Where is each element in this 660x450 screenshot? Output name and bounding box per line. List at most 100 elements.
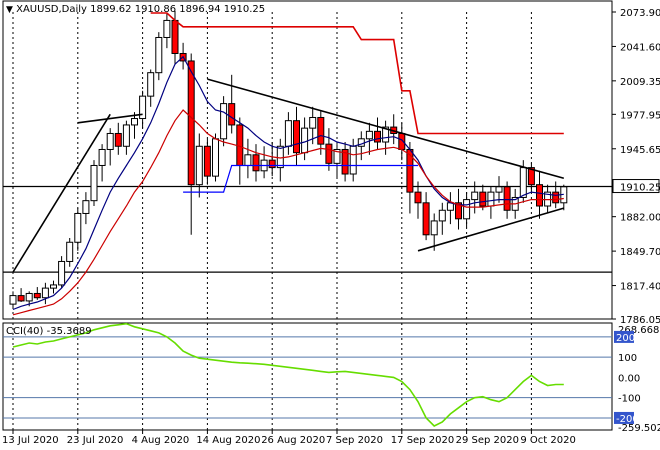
y-tick-label: 1945.65 [620,145,660,156]
candle-body [365,130,373,140]
candle-body [382,126,390,143]
cci-y-label: -100 [618,394,641,405]
candle-body [58,260,66,286]
y-tick-label: 2041.60 [620,42,660,53]
candle-body [131,118,138,126]
x-tick-label: 9 Oct 2020 [520,435,575,446]
candle-body [82,200,90,214]
trendline [417,207,565,252]
candle-body [41,287,49,299]
ohlc-close: 1910.25 [223,4,266,15]
x-tick-label: 17 Sep 2020 [391,435,454,446]
candle-body [527,167,535,186]
candle-body [455,202,462,220]
candle-body [33,292,41,299]
price-pane-frame [2,0,613,320]
candle-body [50,284,57,289]
candle-body [495,186,503,193]
cci-y-label: 0.00 [618,373,640,384]
cci-y-label: 100 [618,353,637,364]
candle-body [301,127,309,154]
trendline [12,113,111,273]
x-tick-label: 4 Aug 2020 [132,435,190,446]
candle-body [341,148,349,175]
chart-header: ▼ XAUUSD,Daily 1899.62 1910.86 1896.94 1… [6,4,266,15]
candle-body [503,186,511,211]
candle-body [155,36,163,74]
y-tick-label: 1882.00 [620,213,660,224]
candle-body [17,295,25,302]
symbol-label: XAUUSD,Daily [16,4,87,15]
candle-body [536,184,543,207]
cci-y-label: 268.6687 [618,325,660,336]
candle-body [220,103,228,140]
candle-body [163,19,171,38]
candle-body [203,145,211,177]
candle-body [171,19,179,54]
ma-fast-line [12,55,564,311]
y-tick-label: 2073.90 [620,8,660,19]
candle-body [25,292,33,302]
candle-body [414,191,422,204]
ma-mid-line [12,109,564,316]
candle-body [463,199,471,220]
cci-y-label: 200 [616,333,635,344]
last-price-label: 1910.25 [620,183,660,194]
x-tick-label: 23 Jul 2020 [67,435,124,446]
candle-body [139,95,147,120]
cci-label: CCI(40) -35.3689 [6,326,92,337]
candle-body [114,132,122,147]
last-price-tag [612,179,660,194]
candle-body [106,132,114,150]
cci-y-label: -200 [616,414,639,425]
cci-line [12,322,564,427]
candle-body [228,103,236,126]
y-tick-label: 1786.05 [620,315,660,326]
candle-body [317,116,325,145]
candle-body [309,116,317,129]
candle-body [552,191,560,204]
y-tick-label: 1817.40 [620,282,660,293]
x-tick-label: 29 Sep 2020 [456,435,519,446]
candle-body [430,220,438,236]
x-tick-label: 13 Jul 2020 [2,435,59,446]
candle-body [374,130,381,143]
candle-body [90,164,98,202]
candle-body [406,148,414,193]
cci-level-tag [614,411,634,424]
cci-y-label: -259.5024 [618,423,660,434]
cci-level-tag [614,330,634,343]
candle-body [122,124,130,147]
candle-body [487,191,495,207]
y-tick-label: 1849.70 [620,247,660,258]
candle-body [349,145,357,175]
x-tick-label: 14 Aug 2020 [196,435,260,446]
candle-body [471,191,479,201]
ohlc-high: 1910.86 [134,4,177,15]
candle-body [66,241,74,262]
cci-pane-frame [2,322,613,431]
candle-body [325,143,333,164]
y-tick-label: 2009.35 [620,77,660,88]
step-resistance-line [150,12,564,135]
candle-body [519,167,527,198]
candle-body [9,295,17,305]
ohlc-low: 1896.94 [179,4,221,15]
candle-body [438,209,446,222]
trendline [77,113,143,124]
ma-slow-line [183,164,418,193]
candle-body [276,145,284,169]
x-tick-label: 26 Aug 2020 [261,435,325,446]
candle-body [147,72,155,97]
candle-body [252,154,260,172]
candle-body [244,154,252,166]
ohlc-open: 1899.62 [90,4,132,15]
candle-body [284,120,292,147]
candle-body [98,148,106,166]
candle-body [268,159,276,169]
candle-body [293,120,300,154]
trendline [207,78,565,180]
y-tick-label: 1977.95 [620,110,660,121]
candle-body [333,148,341,164]
